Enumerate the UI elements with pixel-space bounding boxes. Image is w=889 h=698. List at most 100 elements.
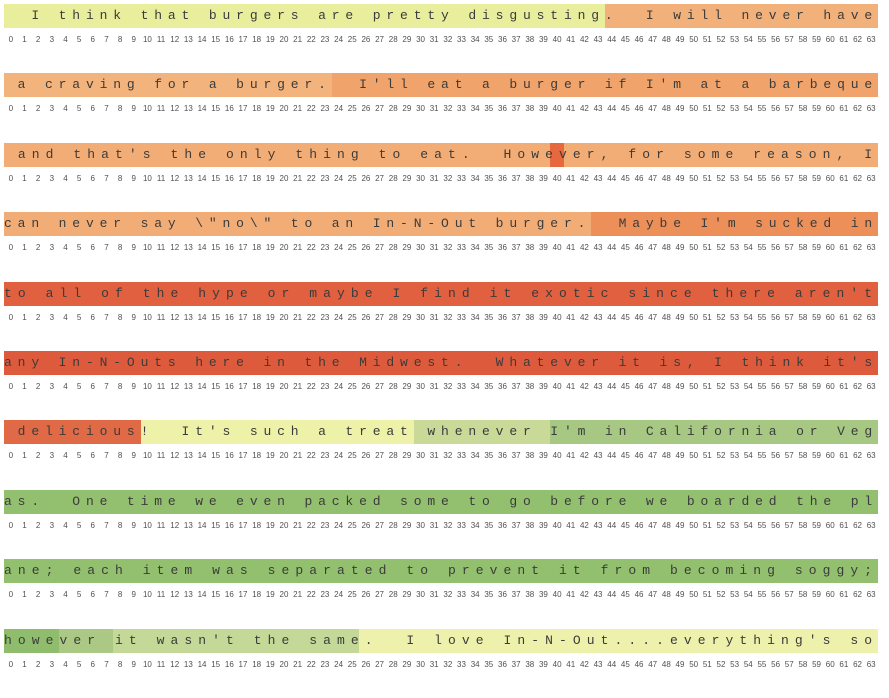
index-tick: 42 bbox=[579, 312, 589, 322]
index-tick: 7 bbox=[104, 104, 109, 114]
index-tick: 48 bbox=[661, 243, 671, 253]
index-tick: 2 bbox=[35, 243, 41, 253]
index-tick: 42 bbox=[579, 173, 589, 183]
index-tick: 30 bbox=[416, 35, 425, 44]
index-tick: 29 bbox=[402, 173, 412, 183]
highlight-segment bbox=[413, 420, 551, 445]
index-tick: 49 bbox=[675, 243, 685, 253]
index-tick: 31 bbox=[429, 451, 439, 461]
index-tick: 50 bbox=[689, 451, 699, 461]
index-tick: 44 bbox=[607, 35, 617, 44]
index-tick: 15 bbox=[211, 659, 221, 669]
highlight-segment bbox=[591, 212, 878, 237]
index-tick: 13 bbox=[183, 590, 193, 600]
index-tick: 23 bbox=[320, 243, 330, 253]
index-tick: 47 bbox=[648, 35, 658, 44]
index-tick: 25 bbox=[347, 104, 357, 114]
index-tick: 15 bbox=[211, 520, 221, 530]
index-tick: 47 bbox=[648, 520, 658, 530]
index-tick: 1 bbox=[22, 590, 27, 600]
index-tick: 57 bbox=[784, 243, 794, 253]
index-tick: 7 bbox=[104, 173, 109, 183]
index-tick: 7 bbox=[104, 590, 109, 600]
highlight-bar bbox=[4, 351, 878, 375]
index-tick: 15 bbox=[211, 104, 221, 114]
index-tick: 38 bbox=[525, 382, 535, 391]
index-tick: 15 bbox=[211, 35, 221, 44]
index-tick: 26 bbox=[361, 243, 371, 253]
index-tick: 46 bbox=[634, 243, 644, 253]
index-tick: 41 bbox=[566, 312, 576, 322]
row-text: as. One time we even packed some to go b… bbox=[4, 493, 878, 509]
index-tick: 36 bbox=[498, 382, 507, 391]
index-tick: 51 bbox=[702, 312, 712, 322]
highlight-segment bbox=[4, 420, 141, 445]
highlight-segment bbox=[140, 420, 414, 445]
index-tick: 55 bbox=[757, 590, 767, 600]
index-tick: 49 bbox=[675, 590, 685, 600]
index-tick: 22 bbox=[306, 590, 316, 600]
index-tick: 18 bbox=[252, 173, 262, 183]
index-tick: 29 bbox=[402, 35, 412, 44]
index-tick: 49 bbox=[675, 382, 685, 391]
index-tick: 32 bbox=[443, 243, 453, 253]
index-tick: 46 bbox=[634, 520, 644, 530]
index-tick: 16 bbox=[224, 451, 234, 461]
index-tick: 29 bbox=[402, 312, 412, 322]
index-tick: 6 bbox=[90, 590, 95, 600]
index-tick: 45 bbox=[620, 451, 630, 461]
index-tick: 61 bbox=[839, 382, 849, 391]
index-tick: 3 bbox=[49, 659, 55, 669]
index-tick: 20 bbox=[279, 104, 289, 114]
index-tick: 0 bbox=[8, 451, 14, 461]
index-tick: 3 bbox=[49, 590, 55, 600]
index-tick: 33 bbox=[457, 243, 466, 253]
index-tick: 6 bbox=[90, 520, 95, 530]
index-tick: 39 bbox=[538, 520, 548, 530]
highlight-segment bbox=[4, 73, 332, 98]
index-tick: 13 bbox=[183, 520, 193, 530]
highlight-segment bbox=[604, 4, 878, 28]
index-tick: 29 bbox=[402, 451, 412, 461]
index-tick: 4 bbox=[63, 590, 68, 600]
index-tick: 2 bbox=[35, 659, 41, 669]
index-tick: 39 bbox=[538, 243, 548, 253]
index-tick: 63 bbox=[866, 104, 876, 114]
index-tick: 27 bbox=[375, 35, 384, 44]
index-tick: 22 bbox=[306, 382, 316, 391]
index-tick: 12 bbox=[170, 173, 180, 183]
index-tick: 23 bbox=[320, 520, 330, 530]
index-tick: 56 bbox=[771, 243, 781, 253]
index-tick: 49 bbox=[675, 451, 685, 461]
text-row: however it wasn't the same. I love In-N-… bbox=[4, 628, 878, 698]
index-tick: 43 bbox=[593, 520, 603, 530]
index-tick: 59 bbox=[812, 243, 821, 253]
index-tick: 48 bbox=[661, 520, 671, 530]
index-tick: 5 bbox=[76, 451, 82, 461]
index-tick: 20 bbox=[279, 35, 289, 44]
index-tick: 27 bbox=[375, 590, 384, 600]
index-tick: 52 bbox=[716, 104, 726, 114]
index-tick: 13 bbox=[183, 659, 193, 669]
index-tick: 41 bbox=[566, 659, 576, 669]
index-tick: 7 bbox=[104, 312, 109, 322]
index-tick: 39 bbox=[538, 590, 548, 600]
index-tick: 25 bbox=[347, 590, 357, 600]
index-tick: 28 bbox=[388, 382, 398, 391]
index-tick: 57 bbox=[784, 104, 794, 114]
highlight-segment bbox=[4, 628, 59, 653]
index-tick: 19 bbox=[265, 520, 275, 530]
index-tick: 17 bbox=[238, 173, 248, 183]
index-tick: 0 bbox=[8, 173, 14, 183]
index-tick: 37 bbox=[511, 451, 521, 461]
index-tick: 50 bbox=[689, 382, 699, 391]
index-tick: 16 bbox=[224, 590, 234, 600]
index-tick: 54 bbox=[743, 173, 753, 183]
index-tick: 45 bbox=[620, 590, 630, 600]
index-tick: 44 bbox=[607, 659, 617, 669]
index-tick: 61 bbox=[839, 173, 849, 183]
index-tick: 49 bbox=[675, 520, 685, 530]
index-tick: 57 bbox=[784, 451, 794, 461]
index-tick: 16 bbox=[224, 243, 234, 253]
index-tick: 34 bbox=[470, 243, 480, 253]
